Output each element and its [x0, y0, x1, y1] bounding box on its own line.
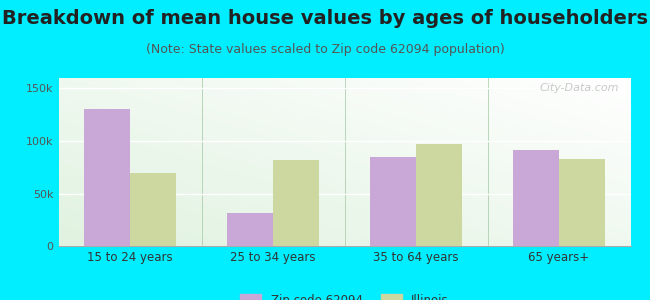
Text: (Note: State values scaled to Zip code 62094 population): (Note: State values scaled to Zip code 6… — [146, 44, 504, 56]
Bar — [370, 157, 416, 246]
Bar — [514, 150, 559, 246]
Text: Breakdown of mean house values by ages of householders: Breakdown of mean house values by ages o… — [2, 9, 648, 28]
Text: City-Data.com: City-Data.com — [540, 83, 619, 93]
Bar — [84, 110, 130, 246]
Bar — [130, 172, 176, 246]
Bar — [273, 160, 318, 246]
Bar — [227, 214, 273, 246]
Bar — [559, 159, 604, 246]
Bar — [416, 144, 462, 246]
Legend: Zip code 62094, Illinois: Zip code 62094, Illinois — [235, 289, 454, 300]
